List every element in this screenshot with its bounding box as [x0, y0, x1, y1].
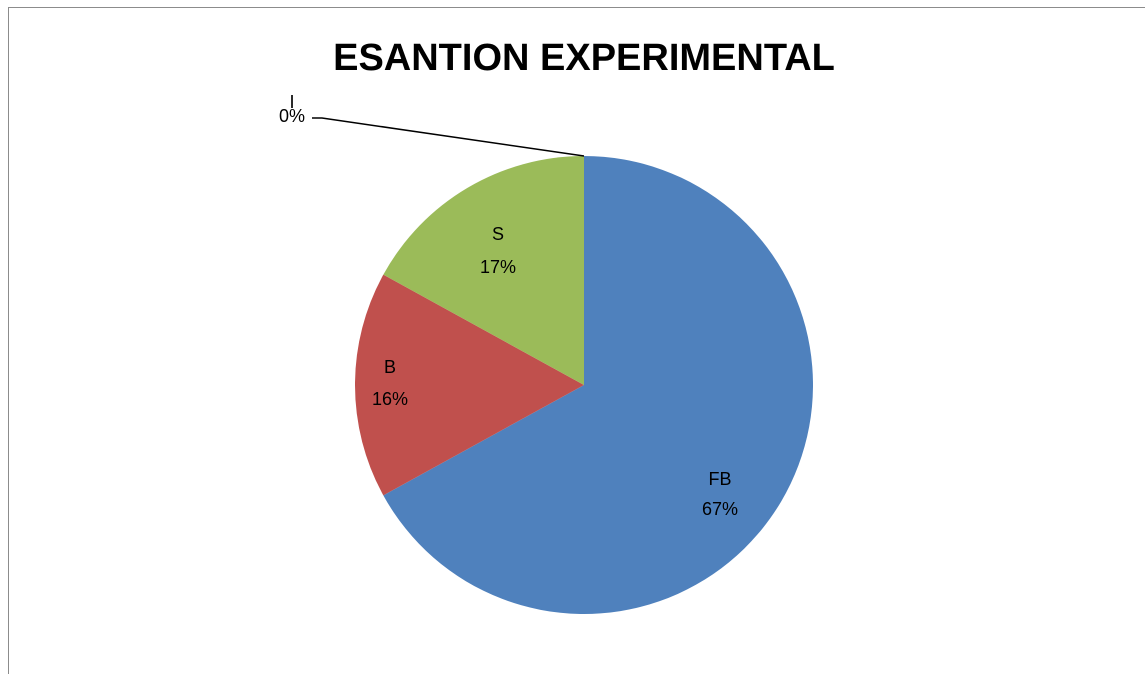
- slice-label: B: [384, 357, 396, 377]
- pie-slice: [354, 274, 584, 496]
- slice-label: FB: [708, 469, 731, 489]
- slice-value-label: 0%: [279, 106, 305, 126]
- slice-label: I: [289, 92, 294, 112]
- pie-slice: [383, 156, 584, 385]
- slice-value-label: 17%: [480, 257, 516, 277]
- chart-title: ESANTION EXPERIMENTAL: [333, 37, 835, 79]
- slice-value-label: 67%: [702, 499, 738, 519]
- leader-line: [312, 117, 585, 157]
- slice-label: S: [492, 224, 504, 244]
- pie-slice: [383, 156, 813, 615]
- slice-value-label: 16%: [372, 389, 408, 409]
